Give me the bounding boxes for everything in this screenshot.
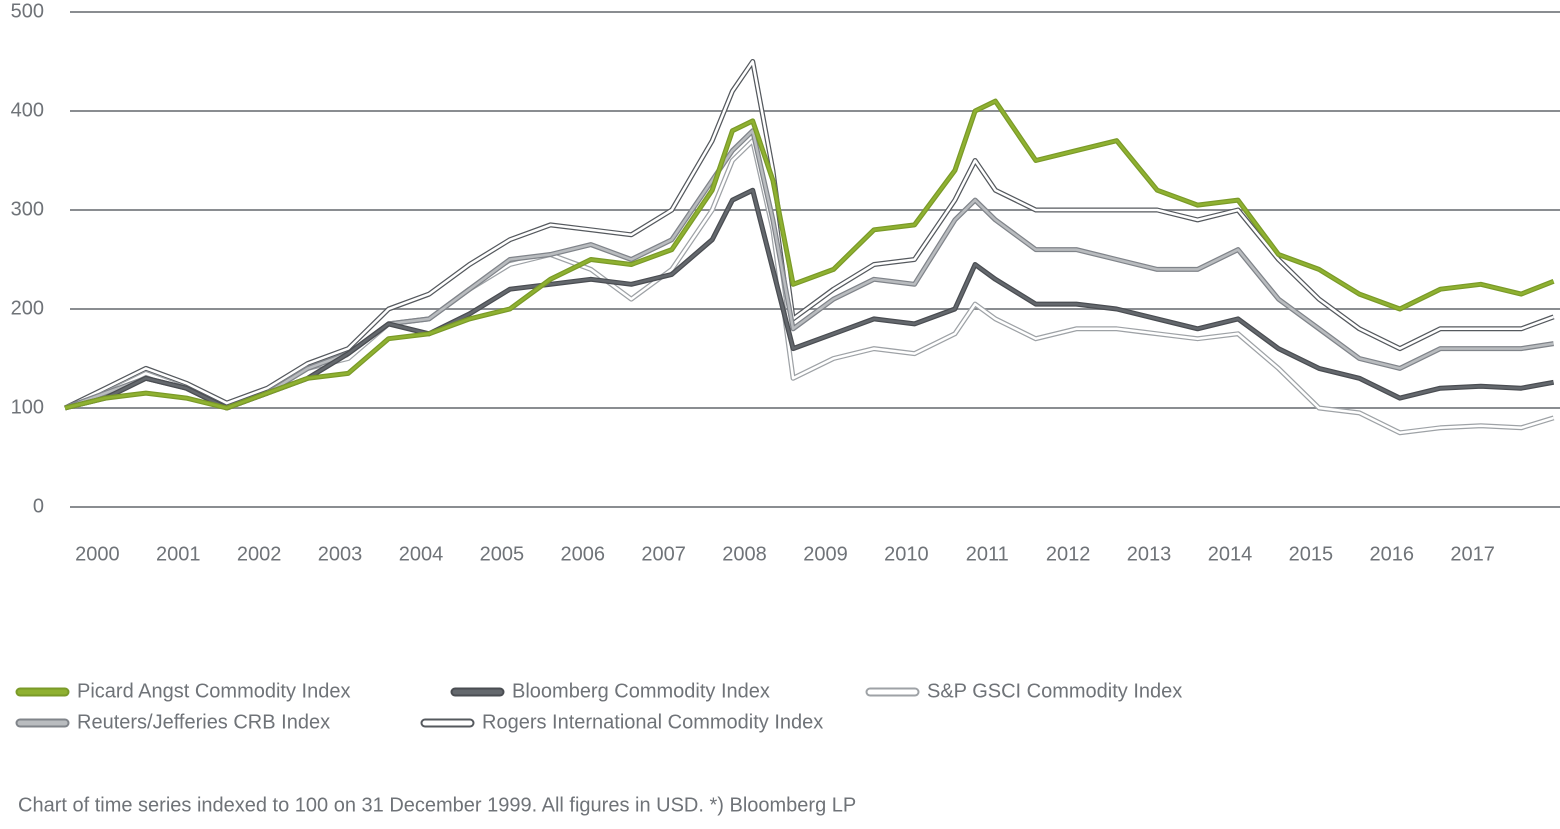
x-tick-label: 2009 [803,543,848,565]
x-tick-label: 2016 [1370,543,1415,565]
x-tick-label: 2004 [399,543,444,565]
x-tick-label: 2013 [1127,543,1172,565]
x-tick-label: 2001 [156,543,201,565]
legend-label: Picard Angst Commodity Index [77,680,350,702]
footnote: Chart of time series indexed to 100 on 3… [18,794,856,816]
x-tick-label: 2003 [318,543,363,565]
y-tick-label: 200 [11,297,44,319]
y-tick-label: 500 [11,0,44,22]
x-tick-label: 2005 [480,543,525,565]
line-outline [64,98,1555,411]
series-line [64,99,1555,410]
x-tick-label: 2017 [1450,543,1495,565]
line-outline [63,59,1555,411]
y-tick-label: 300 [11,198,44,220]
x-tick-label: 2006 [561,543,606,565]
legend-label: Reuters/Jefferies CRB Index [77,711,330,733]
y-tick-label: 0 [33,495,44,517]
x-tick-label: 2000 [75,543,120,565]
legend-label: Rogers International Commodity Index [482,711,823,733]
x-tick-label: 2008 [722,543,767,565]
x-tick-label: 2002 [237,543,282,565]
legend-label: Bloomberg Commodity Index [512,680,770,702]
y-tick-label: 400 [11,99,44,121]
x-tick-label: 2007 [641,543,686,565]
series-line [64,188,1554,410]
x-tick-label: 2014 [1208,543,1253,565]
y-tick-label: 100 [11,396,44,418]
legend-label: S&P GSCI Commodity Index [927,680,1182,702]
series-line [64,129,1554,410]
line-outline [64,128,1554,411]
x-tick-label: 2012 [1046,543,1091,565]
series-line [64,60,1555,410]
series-line [64,139,1554,435]
x-tick-label: 2011 [966,543,1009,565]
x-tick-label: 2010 [884,543,929,565]
line-outline [64,138,1555,436]
x-tick-label: 2015 [1289,543,1334,565]
